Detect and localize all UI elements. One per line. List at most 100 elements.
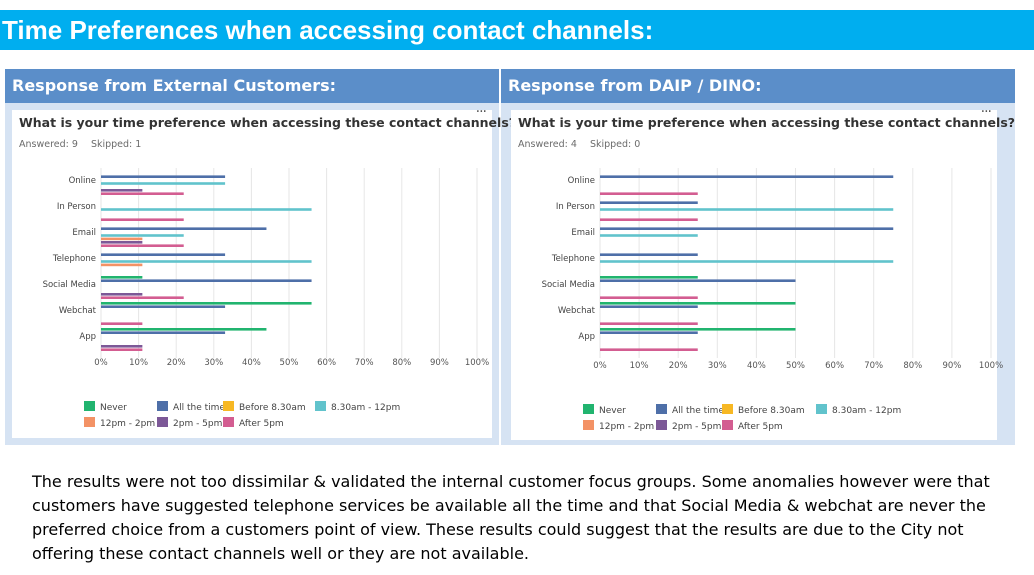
bar [600,208,894,211]
bar [101,331,226,334]
bar [101,322,143,325]
bar [101,260,312,263]
x-tick-label: 20% [669,361,688,371]
legend-swatch [84,401,95,411]
more-options-icon[interactable]: ··· [475,104,487,120]
bar [101,208,312,211]
bar [600,227,894,230]
y-category-label: App [79,332,96,342]
bar [600,201,698,204]
x-tick-label: 70% [864,361,883,371]
legend-swatch [315,401,326,411]
legend-swatch [722,404,733,414]
legend-swatch [656,420,667,430]
bar [101,305,226,308]
y-category-label: Webchat [59,306,97,316]
x-tick-label: 60% [317,358,336,368]
bar [101,182,226,185]
response-stats: Answered: 9 Skipped: 1 [19,139,151,150]
question-title: What is your time preference when access… [518,115,1016,130]
legend-label: Before 8.30am [239,403,306,413]
bar [101,241,143,244]
x-tick-label: 10% [129,358,148,368]
legend-label: 8.30am - 12pm [331,403,400,413]
y-category-label: Telephone [52,254,96,264]
x-tick-label: 30% [708,361,727,371]
response-stats: Answered: 4 Skipped: 0 [518,139,650,150]
bar [600,328,796,331]
legend-swatch [223,417,234,427]
legend-label: Never [100,403,127,413]
bar [101,244,184,247]
y-category-label: Social Media [542,280,595,290]
summary-text: The results were not too dissimilar & va… [32,472,990,563]
x-tick-label: 80% [392,358,411,368]
x-tick-label: 80% [903,361,922,371]
legend-swatch [722,420,733,430]
legend-label: 12pm - 2pm [100,419,155,429]
x-tick-label: 30% [204,358,223,368]
y-category-label: Online [69,176,96,186]
bar [101,253,226,256]
bar [101,218,184,221]
bar [600,331,698,334]
y-category-label: Email [571,228,595,238]
bar [101,276,143,279]
x-tick-label: 60% [825,361,844,371]
bar [101,192,184,195]
x-tick-label: 40% [242,358,261,368]
x-tick-label: 100% [465,358,489,368]
y-category-label: Social Media [43,280,96,290]
bar [600,302,796,305]
daip-dino-header: Response from DAIP / DINO: [501,69,1015,103]
x-tick-label: 10% [630,361,649,371]
bar [600,218,698,221]
y-category-label: Email [72,228,96,238]
bar [600,279,796,282]
bar [600,260,894,263]
question-title: What is your time preference when access… [19,115,517,130]
x-tick-label: 70% [355,358,374,368]
bar [600,234,698,237]
x-tick-label: 100% [979,361,1003,371]
bar [600,253,698,256]
bar [101,279,312,282]
x-tick-label: 90% [430,358,449,368]
bar [101,328,267,331]
x-tick-label: 90% [942,361,961,371]
skipped-count: Skipped: 0 [589,139,641,150]
skipped-count: Skipped: 1 [90,139,142,150]
legend-swatch [157,417,168,427]
bar [101,348,143,351]
more-options-icon[interactable]: ··· [980,104,992,120]
bar [101,234,184,237]
external-customers-bar-chart: 0% 10% 20% 30% 40% 50% 60% 70% 80% 90% 100% Online I… [43,168,489,429]
bar [600,276,698,279]
x-tick-label: 40% [747,361,766,371]
legend-label: Before 8.30am [738,406,805,416]
bar [101,296,184,299]
legend-swatch [583,404,594,414]
legend-swatch [583,420,594,430]
y-category-label: Online [568,176,595,186]
y-category-label: Telephone [551,254,595,264]
bar [101,345,143,348]
daip-dino-chart-card: ··· What is your time preference when ac… [511,104,1015,440]
external-customers-chart-card: ··· What is your time preference when ac… [12,104,516,438]
legend-label: 2pm - 5pm [672,422,721,432]
y-category-label: In Person [57,202,96,212]
bar [600,348,698,351]
x-tick-label: 50% [280,358,299,368]
legend-label: 12pm - 2pm [599,422,654,432]
y-category-label: App [578,332,595,342]
slide-title: Time Preferences when accessing contact … [0,10,1034,50]
legend-swatch [816,404,827,414]
bar [600,192,698,195]
bar [600,305,698,308]
y-category-label: In Person [556,202,595,212]
bar [101,189,143,192]
bar [101,293,143,296]
bar [101,302,312,305]
legend-label: After 5pm [239,419,284,429]
x-tick-label: 50% [786,361,805,371]
